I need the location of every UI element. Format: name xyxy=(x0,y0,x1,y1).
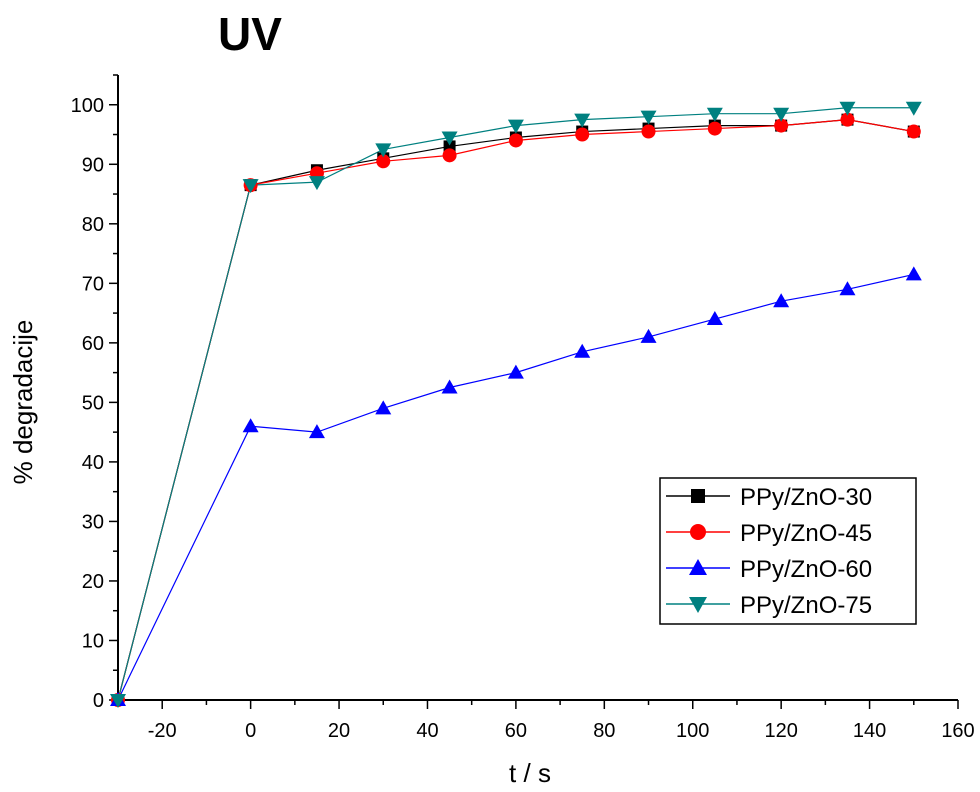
x-tick-label: 120 xyxy=(764,720,797,742)
series-3-point xyxy=(706,311,723,326)
legend-marker-4 xyxy=(689,597,707,613)
x-tick-label: 140 xyxy=(853,720,886,742)
series-3-point xyxy=(574,343,591,358)
series-3-point xyxy=(839,281,856,296)
y-tick-label: 80 xyxy=(82,214,104,236)
series-3-point xyxy=(640,328,657,343)
y-tick-label: 30 xyxy=(82,511,104,533)
y-tick-label: 40 xyxy=(82,452,104,474)
series-3-point xyxy=(773,293,790,308)
series-4-point xyxy=(839,101,856,116)
legend-label-4: PPy/ZnO-75 xyxy=(740,592,872,619)
series-2-point xyxy=(508,133,523,148)
x-tick-label: -20 xyxy=(148,720,177,742)
legend-label-2: PPy/ZnO-45 xyxy=(740,520,872,547)
series-3-point xyxy=(507,364,524,379)
series-4-point xyxy=(574,113,591,128)
series-line-2 xyxy=(117,119,914,701)
series-2-point xyxy=(774,118,789,133)
series-4-point xyxy=(441,131,458,146)
y-tick-label: 0 xyxy=(93,690,104,712)
series-4-point xyxy=(640,110,657,125)
series-2-point xyxy=(442,148,457,163)
y-tick-label: 50 xyxy=(82,392,104,414)
series-2-point xyxy=(906,124,921,139)
legend-marker-3 xyxy=(689,559,707,575)
x-tick-label: 0 xyxy=(245,720,256,742)
y-tick-label: 10 xyxy=(82,630,104,652)
series-line-3 xyxy=(117,273,914,701)
chart-title: UV xyxy=(218,8,282,60)
x-tick-label: 40 xyxy=(416,720,438,742)
legend-label-1: PPy/ZnO-30 xyxy=(740,484,872,511)
series-line-4 xyxy=(117,107,914,701)
series-2-point xyxy=(840,112,855,127)
y-axis-label: % degradacije xyxy=(8,320,38,485)
series-4-point xyxy=(706,107,723,122)
plot-area: -20 0 20 40 60 80 100 120 140 160 0 10 20 30 40 50 60 70 8… xyxy=(71,74,975,742)
legend-marker-1 xyxy=(691,489,705,503)
series-4-point xyxy=(308,176,325,191)
x-tick-label: 20 xyxy=(328,720,350,742)
y-tick-label: 100 xyxy=(71,95,104,117)
y-tick-label: 20 xyxy=(82,571,104,593)
y-tick-label: 90 xyxy=(82,154,104,176)
y-tick-label: 70 xyxy=(82,273,104,295)
series-4-point xyxy=(110,694,126,708)
series-2-point xyxy=(641,124,656,139)
series-3-point xyxy=(308,424,325,439)
x-tick-label: 80 xyxy=(593,720,615,742)
legend-marker-2 xyxy=(690,524,706,540)
series-2-point xyxy=(376,154,391,169)
series-4-point xyxy=(507,119,524,134)
x-tick-label: 100 xyxy=(676,720,709,742)
x-tick-label: 160 xyxy=(941,720,974,742)
series-4-point xyxy=(375,143,392,158)
x-tick-label: 60 xyxy=(505,720,527,742)
series-3-point xyxy=(242,418,259,433)
series-2-point xyxy=(575,127,590,142)
series-3-point xyxy=(375,400,392,415)
legend-label-3: PPy/ZnO-60 xyxy=(740,556,872,583)
series-4-point xyxy=(905,101,922,116)
series-3-point xyxy=(441,379,458,394)
x-axis-label: t / s xyxy=(509,758,551,788)
series-4-point xyxy=(242,179,259,194)
y-tick-label: 60 xyxy=(82,333,104,355)
series-4-point xyxy=(773,107,790,122)
series-2-point xyxy=(707,121,722,136)
series-3-point xyxy=(905,266,922,281)
